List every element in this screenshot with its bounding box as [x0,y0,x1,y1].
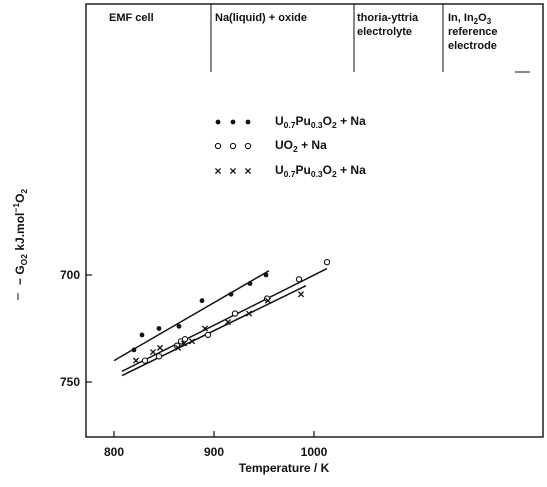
legend-marker [229,142,237,150]
data-point [141,357,149,364]
fit-line [113,270,270,362]
data-point [201,325,209,332]
legend-marker [244,142,252,150]
data-point [139,332,145,338]
header-cell-text: electrode [448,40,497,52]
legend-label: U0.7Pu0.3O2 + Na [275,163,366,179]
data-points [131,259,331,364]
header-cell-text: EMF cell [109,12,154,24]
data-point [297,291,305,298]
legend-label: U0.7Pu0.3O2 + Na [275,114,366,130]
data-point [156,344,164,351]
header-band: EMF cell Na(liquid) + oxide thoria-yttria e… [109,4,498,72]
data-point [176,323,182,329]
legend-marker [245,119,251,125]
legend-marker [229,167,237,175]
data-point [247,281,253,286]
header-cell-text: electrolyte [357,26,412,38]
data-point [155,353,163,360]
data-point [245,310,253,317]
legend-marker [230,119,236,125]
x-axis-label: Temperature / K [239,461,330,475]
header-cell-text: reference [448,26,498,38]
data-point [264,297,272,304]
header-cell-text: In, In2O3 [448,12,492,26]
data-point [263,272,269,278]
legend-marker [244,167,252,175]
legend-marker [214,142,222,150]
x-tick-label: 1000 [301,445,328,459]
y-axis-label: − GO2 kJ.mol−1O2 [11,189,29,285]
data-point [180,340,188,347]
legend-label: UO2 + Na [275,138,327,154]
x-tick-label: 900 [204,445,224,459]
legend-marker [214,167,222,175]
data-point [188,338,196,345]
data-point [131,347,137,353]
y-tick-label: 700 [60,268,80,282]
y-tick-label: 750 [60,375,80,389]
header-cell-text: thoria-yttria [357,12,419,24]
fit-line [121,285,307,377]
data-point [132,357,140,364]
x-tick-label: 800 [104,445,124,459]
fit-lines [113,267,328,377]
data-point [231,310,239,317]
data-point [174,344,182,351]
data-point [323,259,331,266]
data-point [224,319,232,326]
data-point [149,348,157,356]
plot-frame [85,3,544,438]
axis-labels: Temperature / K − GO2 kJ.mol−1O2 [11,189,330,475]
data-point [156,326,162,331]
data-point [199,298,205,304]
axis-ticks: 800 900 1000 700 750 [60,268,328,459]
data-point [181,336,189,343]
data-point [204,331,212,339]
header-cell-text: Na(liquid) + oxide [215,12,307,24]
legend: U0.7Pu0.3O2 + Na UO2 + Na U0.7Pu0.3O2 + Na [214,114,366,179]
legend-marker [215,119,221,125]
data-point [295,276,303,283]
data-point [228,291,234,297]
fit-line [121,267,328,372]
